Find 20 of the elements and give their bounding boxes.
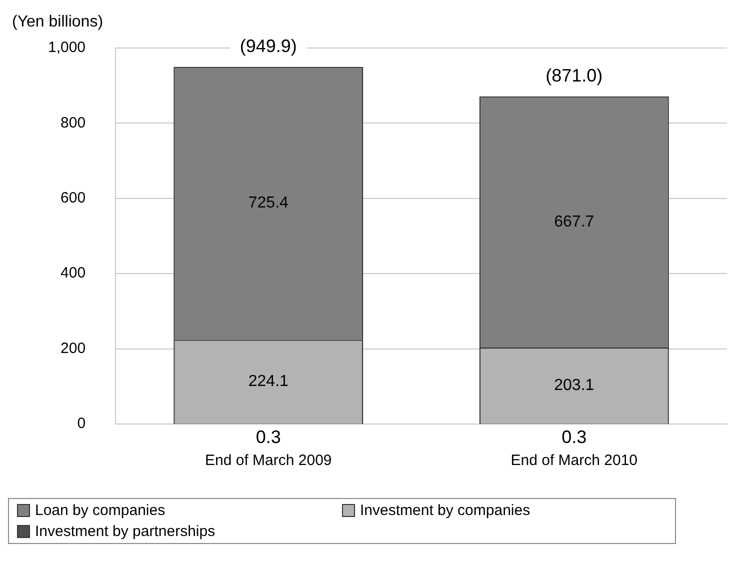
y-tick-label: 0 — [77, 415, 86, 432]
legend-label: Loan by companies — [35, 502, 166, 519]
y-tick-label: 600 — [60, 190, 86, 207]
legend-label: Investment by companies — [360, 502, 530, 519]
data-label: 203.1 — [554, 377, 594, 394]
data-label: 0.3 — [256, 426, 281, 447]
y-axis-title: (Yen billions) — [12, 13, 104, 30]
x-tick-label: End of March 2010 — [510, 452, 638, 470]
total-label: (949.9) — [240, 36, 297, 56]
data-label: 667.7 — [554, 213, 594, 230]
legend-label: Investment by partnerships — [35, 523, 216, 540]
y-tick-label: 200 — [60, 340, 86, 357]
x-tick-label: End of March 2009 — [205, 452, 332, 470]
total-label: (871.0) — [546, 65, 603, 86]
y-tick-label: 800 — [60, 114, 86, 132]
data-label: 224.1 — [248, 373, 289, 390]
data-label: 0.3 — [562, 426, 587, 447]
data-label: 725.4 — [248, 194, 289, 212]
y-tick-label: 1,000 — [48, 39, 86, 56]
y-tick-label: 400 — [60, 264, 86, 282]
